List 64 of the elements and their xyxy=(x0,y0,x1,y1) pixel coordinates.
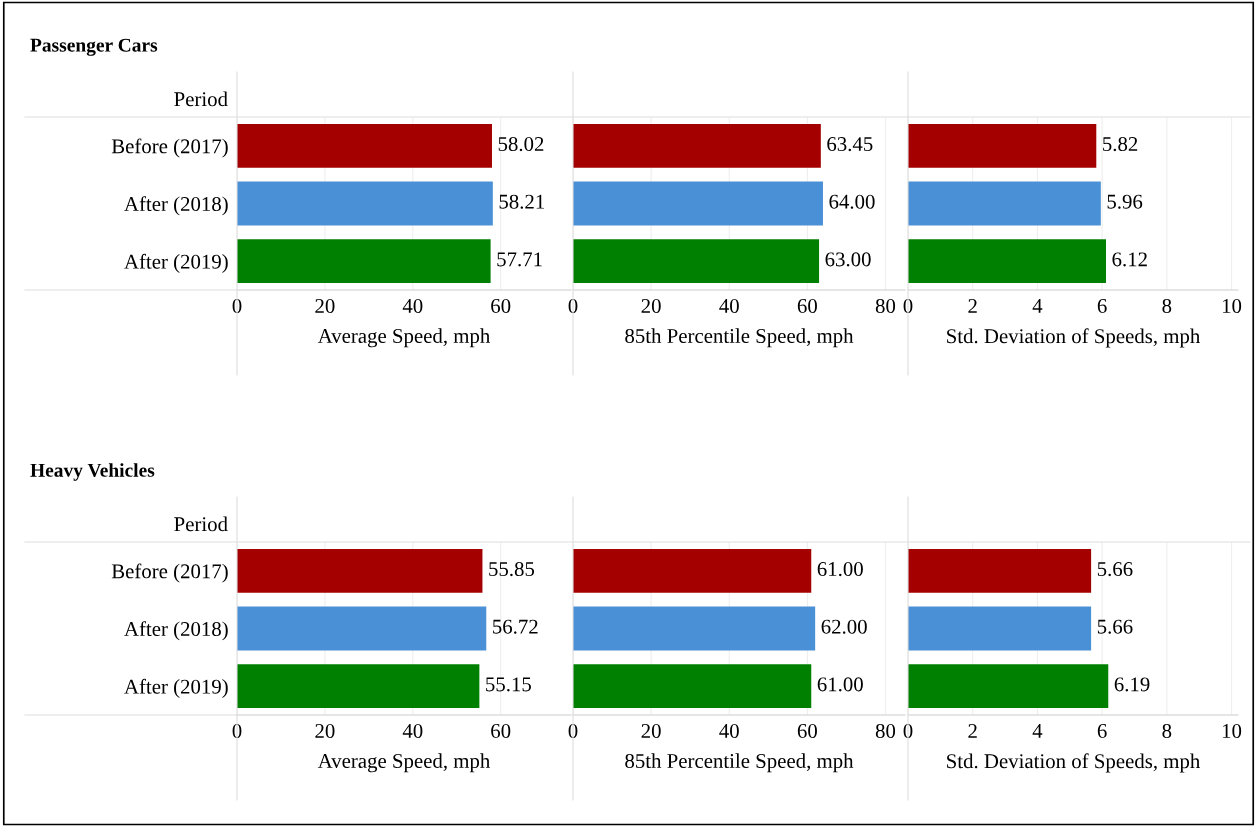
x-tick-label: 4 xyxy=(1032,724,1043,738)
x-tick-label: 10 xyxy=(1222,298,1242,313)
data-label: 5.66 xyxy=(1097,619,1133,634)
x-tick-label: 80 xyxy=(875,298,896,313)
data-label: 58.02 xyxy=(498,136,544,152)
data-label: 64.00 xyxy=(829,194,875,209)
data-label: 62.00 xyxy=(821,619,867,634)
x-axis-title: Std. Deviation of Speeds, mph xyxy=(947,328,1201,348)
x-tick-label: 20 xyxy=(315,298,335,313)
x-axis-title: Std. Deviation of Speeds, mph xyxy=(947,753,1201,773)
x-tick-label: 0 xyxy=(568,723,578,738)
x-tick-label: 0 xyxy=(903,723,913,738)
data-label: 63.45 xyxy=(827,137,873,152)
x-tick-label: 20 xyxy=(315,723,335,738)
x-tick-label: 60 xyxy=(797,723,817,738)
data-label: 57.71 xyxy=(497,252,542,267)
x-tick-label: 0 xyxy=(568,298,578,313)
x-tick-label: 60 xyxy=(491,298,511,313)
x-tick-label: 0 xyxy=(232,298,242,313)
x-tick-label: 40 xyxy=(402,723,423,738)
x-tick-label: 6 xyxy=(1097,723,1107,738)
x-tick-label: 20 xyxy=(641,723,661,738)
x-tick-label: 8 xyxy=(1162,298,1172,313)
x-tick-label: 10 xyxy=(1222,723,1242,738)
x-tick-label: 4 xyxy=(1032,299,1043,313)
data-label: 61.00 xyxy=(817,677,863,692)
x-axis-title: 85th Percentile Speed, mph xyxy=(625,753,854,773)
x-tick-label: 6 xyxy=(1097,298,1107,313)
x-tick-label: 40 xyxy=(719,723,739,738)
y-tick-label: Before (2017) xyxy=(111,563,228,583)
x-tick-label: 60 xyxy=(797,298,817,313)
x-tick-label: 20 xyxy=(641,298,661,313)
y-tick-label: After (2018) xyxy=(124,196,228,216)
data-label: 55.15 xyxy=(486,677,531,692)
y-axis-title: Period xyxy=(174,516,228,532)
x-tick-label: 8 xyxy=(1162,723,1172,738)
x-tick-label: 40 xyxy=(719,298,739,313)
x-tick-label: 80 xyxy=(875,723,896,738)
y-tick-label: After (2019) xyxy=(124,678,228,698)
data-label: 55.85 xyxy=(489,561,535,577)
data-label: 61.00 xyxy=(817,561,863,577)
data-label: 5.66 xyxy=(1097,562,1133,577)
chart-title: Heavy Vehicles xyxy=(30,463,155,481)
data-label: 6.12 xyxy=(1112,252,1147,267)
chart-title: Passenger Cars xyxy=(30,38,158,56)
x-tick-label: 2 xyxy=(968,723,977,738)
x-tick-label: 2 xyxy=(968,298,977,313)
y-tick-label: After (2018) xyxy=(124,621,228,641)
data-label: 58.21 xyxy=(499,194,544,209)
data-label: 6.19 xyxy=(1114,677,1150,692)
x-tick-label: 40 xyxy=(402,298,423,313)
data-label: 63.00 xyxy=(825,252,871,267)
data-label: 5.96 xyxy=(1107,194,1143,209)
x-tick-label: 60 xyxy=(491,723,511,738)
data-label: 56.72 xyxy=(493,619,538,634)
x-axis-title: 85th Percentile Speed, mph xyxy=(625,328,854,348)
y-tick-label: Before (2017) xyxy=(111,138,228,158)
x-axis-title: Average Speed, mph xyxy=(317,328,491,348)
x-axis-title: Average Speed, mph xyxy=(317,753,491,773)
y-axis-title: Period xyxy=(174,91,228,107)
y-tick-label: After (2019) xyxy=(124,253,228,273)
x-tick-label: 0 xyxy=(232,723,242,738)
x-tick-label: 0 xyxy=(903,298,913,313)
data-label: 5.82 xyxy=(1103,136,1138,152)
